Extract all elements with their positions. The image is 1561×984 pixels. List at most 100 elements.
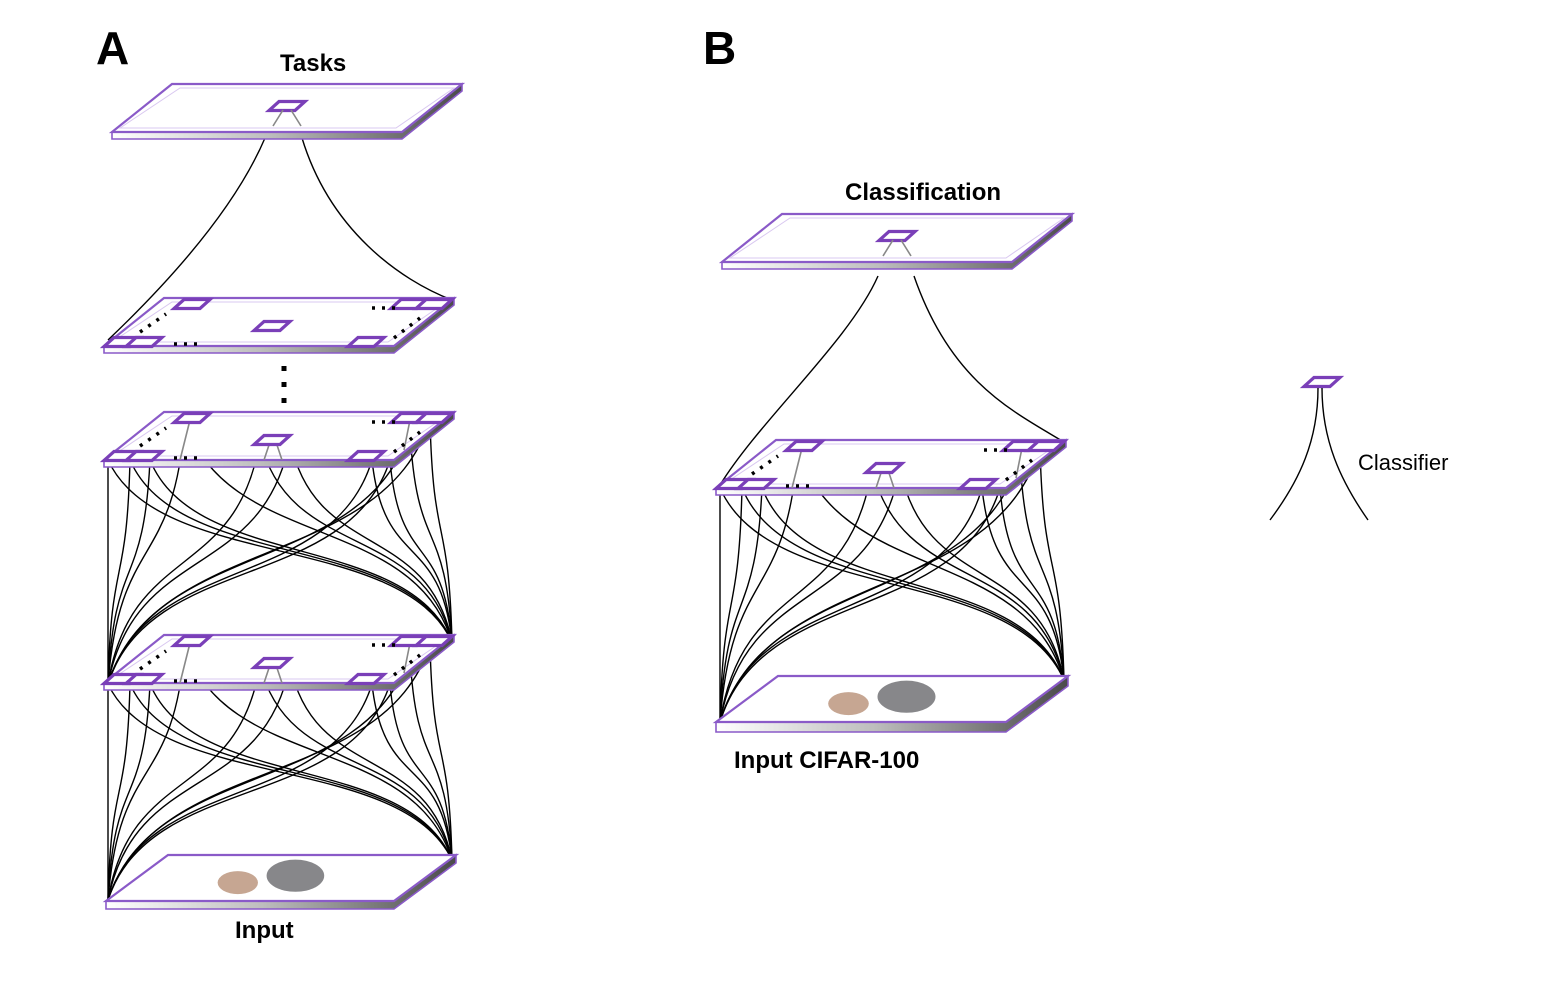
panel-a-input-layer bbox=[102, 853, 460, 910]
panel-a-hidden-layer-2 bbox=[99, 410, 458, 468]
connection-line bbox=[371, 683, 453, 861]
connection-line bbox=[741, 487, 1065, 681]
panel-b-class-connections bbox=[719, 275, 1065, 486]
connection-line bbox=[719, 447, 799, 723]
connection-line bbox=[761, 487, 1065, 681]
connection-line bbox=[409, 429, 453, 643]
panel-b-hidden-layer bbox=[711, 438, 1070, 496]
connection-line bbox=[389, 683, 453, 861]
connection-line bbox=[107, 683, 151, 901]
connection-line bbox=[289, 664, 453, 861]
node-icon bbox=[121, 672, 167, 686]
panel-a-task-connections bbox=[107, 137, 453, 341]
connection-line bbox=[409, 654, 453, 861]
node-icon bbox=[411, 411, 457, 425]
node-icon bbox=[249, 656, 295, 670]
connection-line bbox=[719, 487, 763, 723]
node-icon bbox=[264, 99, 310, 113]
image-patch bbox=[877, 680, 936, 713]
connection-line bbox=[107, 683, 131, 901]
connection-line bbox=[429, 644, 453, 861]
connection-line bbox=[107, 439, 261, 685]
node-stem bbox=[272, 109, 302, 127]
connection-line bbox=[107, 419, 186, 685]
layer-highlight bbox=[728, 217, 1066, 259]
connection-line bbox=[107, 459, 131, 685]
node-icon bbox=[343, 449, 389, 463]
classifier-branch-left bbox=[1269, 387, 1319, 521]
node-icon bbox=[169, 411, 215, 425]
legend-label: Classifier bbox=[1358, 450, 1448, 475]
connection-line bbox=[871, 467, 1065, 681]
connection-line bbox=[719, 467, 901, 723]
connection-line bbox=[107, 419, 431, 685]
connection-line bbox=[719, 275, 879, 486]
panel-a-letter: A bbox=[96, 22, 129, 74]
connection-line bbox=[719, 487, 1001, 723]
connection-line bbox=[1019, 457, 1065, 681]
panel-a-bundle-upper-right bbox=[107, 419, 453, 685]
connection-line bbox=[913, 275, 1065, 443]
connection-line bbox=[371, 459, 453, 643]
classifier-icon bbox=[1269, 375, 1369, 521]
node-stem bbox=[179, 419, 191, 461]
layer-highlight bbox=[118, 87, 456, 129]
connection-line bbox=[107, 683, 453, 861]
connection-line bbox=[129, 459, 453, 643]
node-icon bbox=[121, 449, 167, 463]
panel-a-hidden-layer-3 bbox=[99, 633, 458, 691]
node-icon bbox=[874, 229, 920, 243]
connection-line bbox=[719, 487, 743, 723]
node-icon bbox=[733, 477, 779, 491]
panel-b-bundle bbox=[719, 447, 1065, 723]
connection-line bbox=[389, 459, 453, 643]
node-icon bbox=[781, 439, 827, 453]
connection-line bbox=[107, 459, 151, 685]
panel-b-top-label: Classification bbox=[845, 179, 1001, 206]
connection-line bbox=[107, 664, 261, 901]
connection-line bbox=[107, 459, 453, 643]
panel-a-top-label: Tasks bbox=[280, 50, 346, 77]
connection-line bbox=[107, 644, 431, 901]
panel-b-bottom-label: Input CIFAR-100 bbox=[734, 747, 919, 774]
overlay bbox=[281, 366, 1369, 521]
node-stem bbox=[791, 447, 803, 489]
node-stem bbox=[179, 642, 191, 684]
connection-line bbox=[719, 467, 873, 723]
panel-a-bundle-upper bbox=[107, 419, 453, 685]
panel-a-hidden-layer-1 bbox=[99, 296, 458, 354]
node-icon bbox=[861, 461, 907, 475]
node-icon bbox=[249, 433, 295, 447]
node-stem bbox=[882, 239, 912, 257]
node-icon bbox=[411, 634, 457, 648]
connection-line bbox=[107, 664, 291, 901]
panel-a-bundle-lower bbox=[107, 644, 453, 901]
connection-line bbox=[719, 487, 1065, 681]
panel-b-classification-layer bbox=[718, 212, 1076, 270]
panel-a-bottom-label: Input bbox=[235, 917, 294, 944]
connection-line bbox=[1039, 447, 1065, 681]
node-icon bbox=[343, 672, 389, 686]
classifier-branch-right bbox=[1321, 387, 1369, 521]
image-patch bbox=[828, 692, 869, 716]
node-icon bbox=[169, 297, 215, 311]
connection-line bbox=[259, 439, 453, 643]
connection-line bbox=[719, 447, 1041, 723]
connection-line bbox=[107, 644, 186, 901]
node-icon bbox=[1023, 439, 1069, 453]
node-icon bbox=[121, 335, 167, 349]
connection-line bbox=[107, 439, 291, 685]
node-icon bbox=[1299, 375, 1345, 389]
connection-line bbox=[289, 439, 453, 643]
layers bbox=[99, 82, 1076, 910]
image-patch bbox=[217, 871, 258, 895]
panel-b-input-layer bbox=[712, 674, 1072, 733]
node-icon bbox=[955, 477, 1001, 491]
node-icon bbox=[343, 335, 389, 349]
connection-line bbox=[259, 664, 453, 861]
connection-lines bbox=[107, 137, 1065, 901]
node-icon bbox=[169, 634, 215, 648]
panel-a-tasks-layer bbox=[108, 82, 466, 140]
connection-line bbox=[301, 137, 453, 301]
connection-line bbox=[107, 137, 266, 341]
